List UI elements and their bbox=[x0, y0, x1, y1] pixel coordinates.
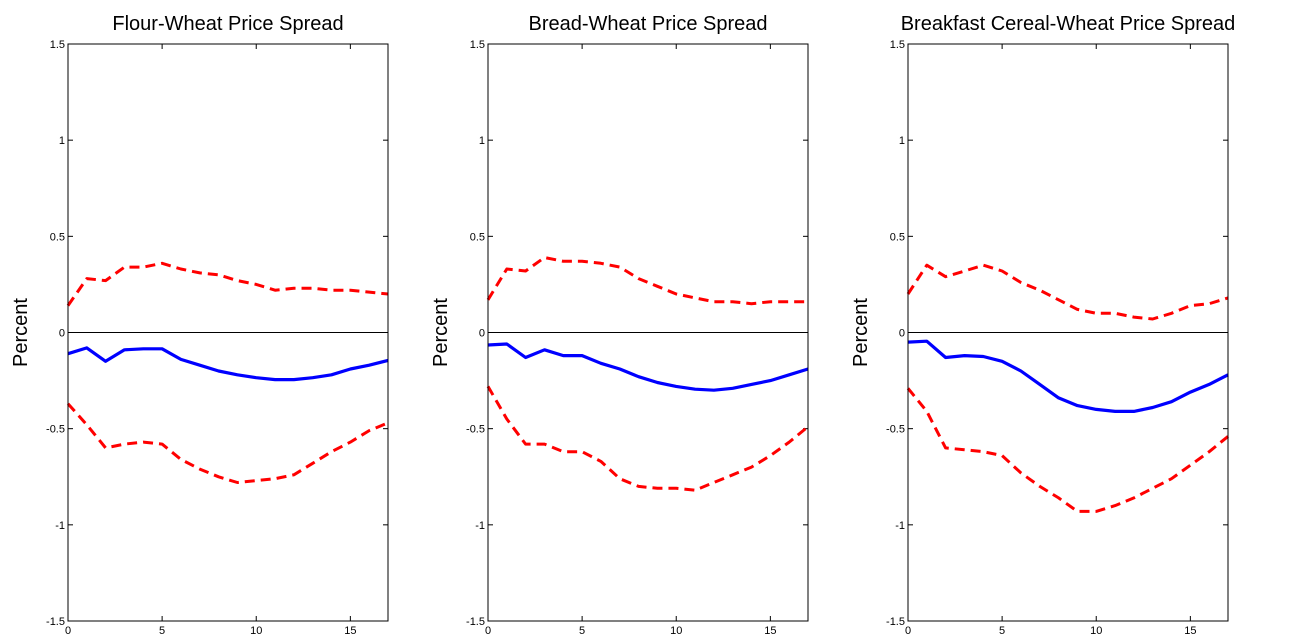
x-tick-label: 5 bbox=[159, 625, 165, 637]
y-tick-label: -1.5 bbox=[466, 616, 485, 628]
y-tick-label: 1 bbox=[479, 135, 485, 147]
chart-title: Bread-Wheat Price Spread bbox=[528, 13, 767, 35]
x-tick-label: 10 bbox=[1090, 625, 1102, 637]
y-tick-label: 0.5 bbox=[50, 231, 65, 243]
y-axis-label: Percent bbox=[10, 298, 32, 367]
x-tick-label: 15 bbox=[1184, 625, 1196, 637]
panel-1: Flour-Wheat Price Spread Percent -1.5 -1 -0.… bbox=[10, 13, 389, 637]
y-tick-label: 1 bbox=[59, 135, 65, 147]
panel-2: Bread-Wheat Price Spread Percent -1.5 -1 -0.… bbox=[430, 13, 809, 637]
x-tick-label: 10 bbox=[670, 625, 682, 637]
y-tick-label: -0.5 bbox=[46, 424, 65, 436]
y-tick-label: 1.5 bbox=[470, 39, 485, 51]
confidence-band-line bbox=[486, 256, 808, 306]
x-tick-label: 5 bbox=[999, 625, 1005, 637]
x-tick-label: 15 bbox=[764, 625, 776, 637]
y-axis-label: Percent bbox=[850, 298, 872, 367]
confidence-band-line bbox=[486, 385, 809, 492]
x-tick-label: 0 bbox=[65, 625, 71, 637]
x-tick-label: 0 bbox=[905, 625, 911, 637]
confidence-band-line bbox=[906, 263, 1229, 321]
chart-title: Flour-Wheat Price Spread bbox=[112, 13, 343, 35]
y-tick-label: -0.5 bbox=[466, 424, 485, 436]
y-tick-label: -1 bbox=[55, 520, 65, 532]
confidence-band-line bbox=[66, 402, 389, 484]
y-tick-label: 1.5 bbox=[890, 39, 905, 51]
y-tick-label: 0 bbox=[479, 328, 485, 340]
x-tick-label: 0 bbox=[485, 625, 491, 637]
y-axis-label: Percent bbox=[430, 298, 452, 367]
y-tick-label: -1.5 bbox=[46, 616, 65, 628]
x-tick-label: 15 bbox=[344, 625, 356, 637]
chart-title: Breakfast Cereal-Wheat Price Spread bbox=[901, 13, 1236, 35]
plot-frame bbox=[907, 43, 1229, 622]
panel-3: Breakfast Cereal-Wheat Price Spread Perce… bbox=[850, 13, 1235, 637]
plot-frame bbox=[67, 43, 389, 622]
y-tick-label: 0.5 bbox=[890, 231, 905, 243]
y-tick-label: -0.5 bbox=[886, 424, 905, 436]
response-line bbox=[67, 346, 389, 382]
y-tick-label: 0.5 bbox=[470, 231, 485, 243]
y-tick-label: 0 bbox=[899, 328, 905, 340]
response-line bbox=[487, 342, 809, 392]
confidence-band-line bbox=[906, 387, 1229, 513]
y-tick-label: -1.5 bbox=[886, 616, 905, 628]
response-line bbox=[907, 339, 1229, 413]
y-tick-label: 0 bbox=[59, 328, 65, 340]
confidence-band-line bbox=[66, 261, 389, 307]
y-tick-label: 1.5 bbox=[50, 39, 65, 51]
x-tick-label: 10 bbox=[250, 625, 262, 637]
x-tick-label: 5 bbox=[579, 625, 585, 637]
y-tick-label: -1 bbox=[895, 520, 905, 532]
y-tick-label: 1 bbox=[899, 135, 905, 147]
y-tick-label: -1 bbox=[475, 520, 485, 532]
plot-frame bbox=[487, 43, 809, 622]
